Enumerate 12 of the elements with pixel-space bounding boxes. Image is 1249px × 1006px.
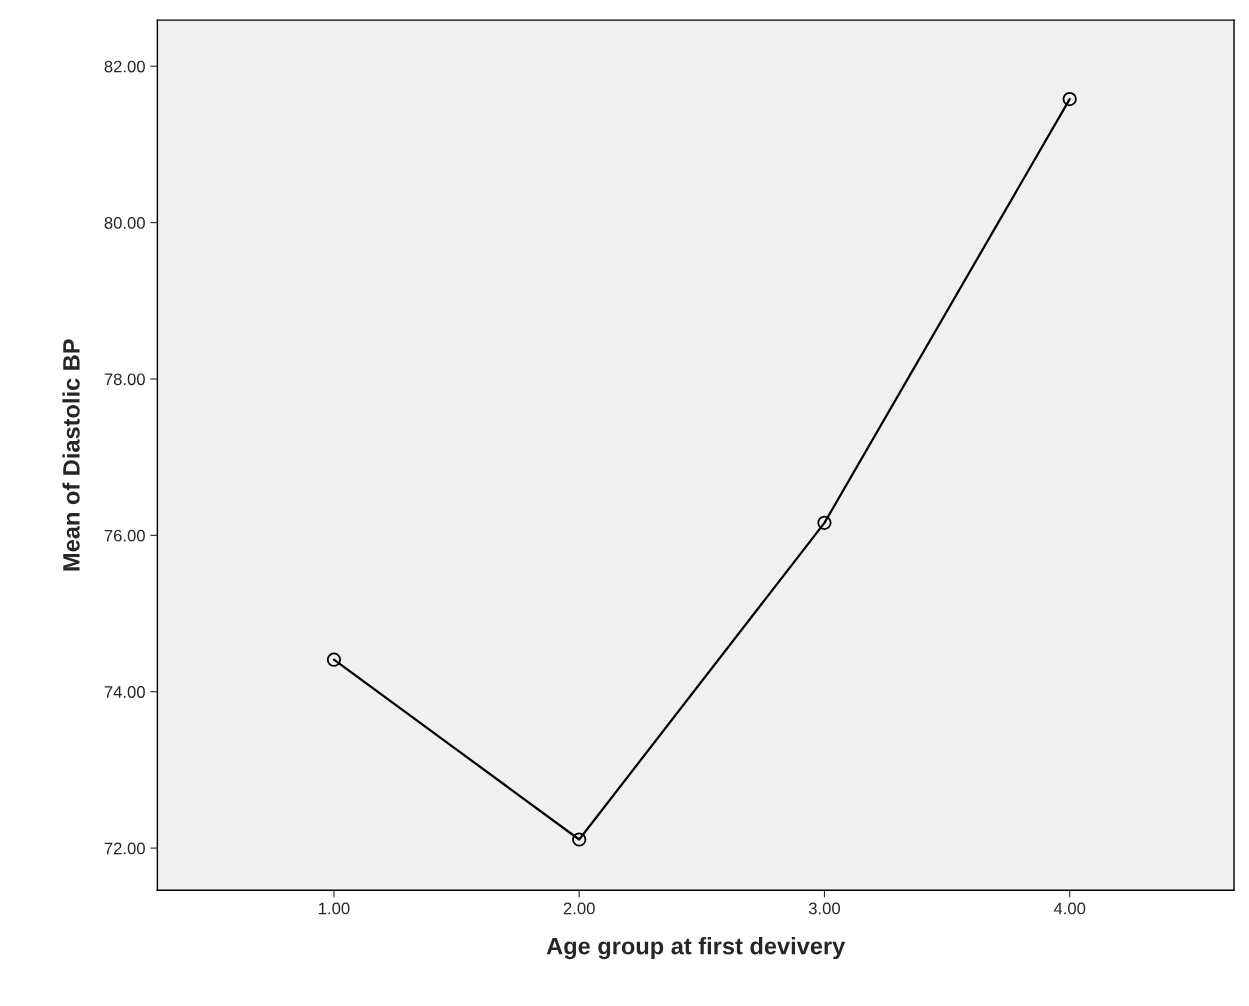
- x-tick-label: 3.00: [808, 902, 841, 915]
- x-tick-label: 1.00: [319, 902, 350, 915]
- y-tick-label: 72.00: [104, 842, 145, 855]
- y-tick-label: 80.00: [104, 217, 145, 229]
- x-axis-title: Age group at first devivery: [546, 937, 846, 960]
- x-tick-label: 2.00: [563, 902, 595, 915]
- y-tick-label: 82.00: [104, 60, 145, 73]
- x-tick-label: 4.00: [1053, 902, 1086, 915]
- y-tick-label: 74.00: [104, 686, 145, 698]
- y-tick-label: 76.00: [104, 529, 145, 542]
- y-axis-title: Mean of Diastolic BP: [62, 339, 80, 571]
- y-tick-label: 78.00: [104, 373, 145, 386]
